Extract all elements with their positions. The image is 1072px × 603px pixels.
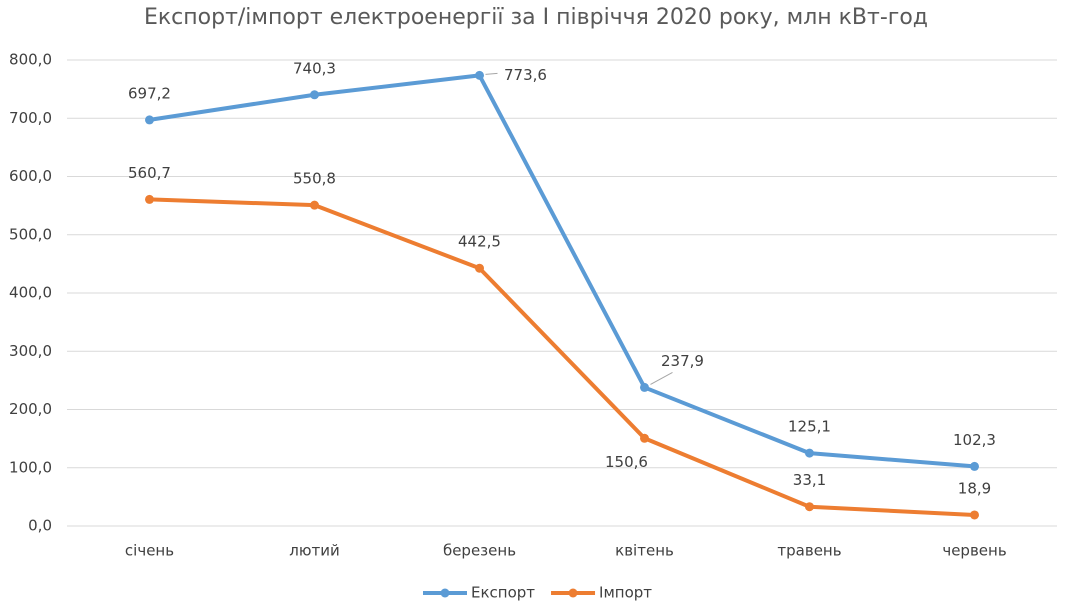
chart-title: Експорт/імпорт електроенергії за І піврі…	[144, 5, 928, 30]
data-point	[640, 382, 649, 392]
legend-marker	[568, 588, 578, 598]
leader-line	[650, 371, 673, 385]
data-label: 697,2	[128, 84, 171, 102]
x-tick-label: січень	[125, 542, 174, 560]
data-label: 102,3	[953, 431, 996, 449]
data-point	[970, 510, 979, 520]
x-tick-label: червень	[942, 542, 1006, 560]
data-label: 125,1	[788, 418, 831, 436]
y-tick-label: 800,0	[9, 51, 52, 69]
data-label: 442,5	[458, 233, 501, 251]
series-line	[149, 197, 975, 517]
series-line	[149, 73, 975, 469]
data-label: 550,8	[293, 170, 336, 188]
data-point	[805, 448, 814, 458]
data-label: 560,7	[128, 164, 171, 182]
data-label: 150,6	[605, 453, 648, 471]
y-tick-label: 100,0	[9, 458, 52, 476]
data-point	[310, 90, 319, 100]
y-tick-label: 500,0	[9, 225, 52, 243]
y-tick-label: 300,0	[9, 342, 52, 360]
data-point	[640, 433, 649, 443]
legend-marker	[440, 588, 450, 598]
data-point	[475, 70, 484, 80]
data-label: 740,3	[293, 59, 336, 77]
data-label: 237,9	[661, 352, 704, 370]
data-point	[145, 194, 154, 204]
x-tick-label: квітень	[615, 542, 674, 560]
data-point	[475, 263, 484, 273]
data-point	[310, 200, 319, 210]
data-point	[805, 502, 814, 512]
data-point	[970, 461, 979, 471]
y-tick-label: 400,0	[9, 284, 52, 302]
data-label: 773,6	[504, 66, 547, 84]
leader-line	[485, 72, 498, 75]
y-tick-label: 200,0	[9, 400, 52, 418]
y-tick-label: 600,0	[9, 167, 52, 185]
legend-label: Імпорт	[599, 584, 652, 602]
data-label: 18,9	[958, 479, 991, 497]
x-tick-label: березень	[443, 542, 516, 560]
y-tick-label: 0,0	[28, 517, 52, 535]
x-tick-label: лютий	[289, 542, 339, 560]
x-tick-label: травень	[777, 542, 841, 560]
data-point	[145, 115, 154, 125]
data-label: 33,1	[793, 471, 826, 489]
y-tick-label: 700,0	[9, 109, 52, 127]
legend-label: Експорт	[471, 584, 535, 602]
